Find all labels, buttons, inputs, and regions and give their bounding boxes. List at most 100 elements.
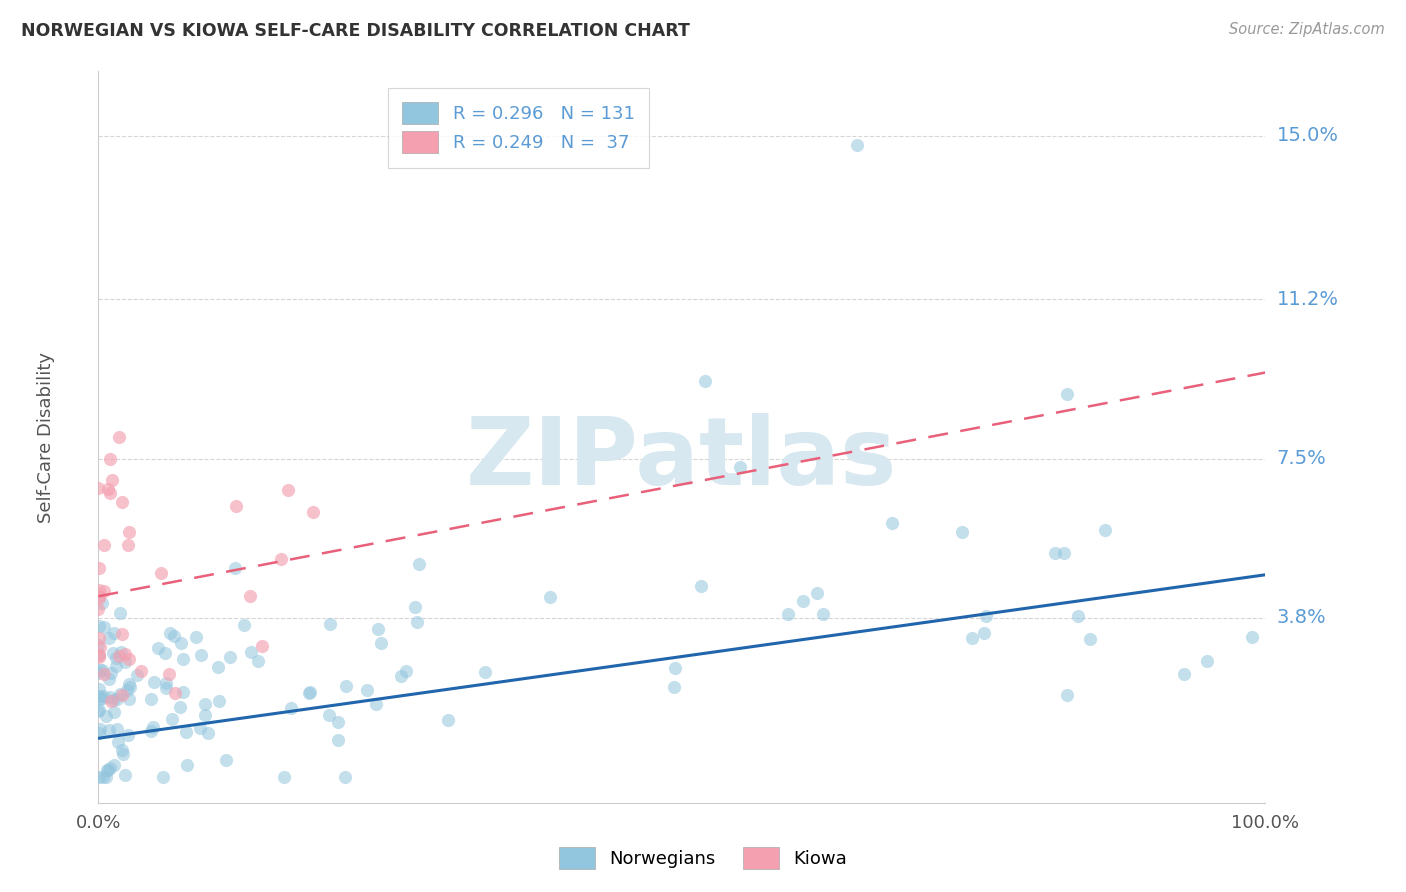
Point [91, 690, 114, 705]
Point [152, 770, 174, 784]
Point [298, 685, 321, 699]
Point [114, 768, 136, 782]
Point [87, 665, 110, 680]
Point [114, 647, 136, 661]
Point [101, 646, 124, 660]
Point [318, 707, 340, 722]
Point [87, 561, 110, 575]
Point [98, 761, 121, 775]
Point [298, 686, 321, 700]
Point [153, 646, 176, 660]
Point [176, 758, 198, 772]
Point [408, 557, 430, 571]
Point [1056, 387, 1078, 401]
Point [139, 692, 162, 706]
Point [172, 652, 194, 666]
Point [232, 617, 254, 632]
Point [89, 723, 111, 737]
Point [117, 538, 139, 552]
Point [404, 600, 426, 615]
Point [115, 683, 138, 698]
Point [1056, 688, 1078, 702]
Point [170, 636, 193, 650]
Point [225, 500, 247, 514]
Point [155, 676, 177, 690]
Point [87, 619, 110, 633]
Point [87, 631, 110, 645]
Point [87, 704, 110, 718]
Point [87, 638, 110, 652]
Point [118, 652, 141, 666]
Point [111, 494, 134, 508]
Point [224, 561, 246, 575]
Point [157, 666, 180, 681]
Point [101, 473, 124, 487]
Point [239, 589, 262, 603]
Point [188, 721, 211, 735]
Point [792, 594, 814, 608]
Point [100, 666, 122, 681]
Point [280, 701, 302, 715]
Legend: R = 0.296   N = 131, R = 0.249   N =  37: R = 0.296 N = 131, R = 0.249 N = 37 [388, 87, 650, 168]
Point [89, 589, 111, 603]
Point [1094, 524, 1116, 538]
Point [197, 725, 219, 739]
Point [367, 622, 389, 636]
Point [1240, 630, 1263, 644]
Point [120, 680, 142, 694]
Point [103, 705, 125, 719]
Point [97, 763, 120, 777]
Point [100, 690, 122, 704]
Point [162, 712, 184, 726]
Point [97, 672, 120, 686]
Point [1173, 666, 1195, 681]
Text: 15.0%: 15.0% [1277, 127, 1339, 145]
Point [252, 640, 274, 654]
Point [695, 374, 717, 388]
Point [108, 430, 131, 444]
Point [89, 726, 111, 740]
Point [155, 681, 177, 695]
Text: 7.5%: 7.5% [1277, 449, 1326, 468]
Point [89, 640, 111, 655]
Point [194, 708, 217, 723]
Point [93, 538, 115, 552]
Point [148, 641, 170, 656]
Point [184, 631, 207, 645]
Point [91, 770, 114, 784]
Point [100, 694, 122, 708]
Point [664, 661, 686, 675]
Point [974, 609, 997, 624]
Point [333, 770, 356, 784]
Point [437, 713, 460, 727]
Point [111, 688, 134, 702]
Point [356, 682, 378, 697]
Point [111, 627, 134, 641]
Point [87, 591, 110, 606]
Point [208, 693, 231, 707]
Point [107, 735, 129, 749]
Point [108, 687, 131, 701]
Point [174, 725, 197, 739]
Point [89, 703, 111, 717]
Point [142, 720, 165, 734]
Point [87, 648, 110, 663]
Point [689, 579, 711, 593]
Point [89, 689, 111, 703]
Point [94, 709, 117, 723]
Point [93, 666, 115, 681]
Text: 3.8%: 3.8% [1277, 608, 1326, 627]
Point [215, 754, 238, 768]
Point [973, 626, 995, 640]
Point [730, 460, 752, 475]
Legend: Norwegians, Kiowa: Norwegians, Kiowa [550, 838, 856, 879]
Point [159, 626, 181, 640]
Point [302, 505, 325, 519]
Point [129, 664, 152, 678]
Point [91, 596, 114, 610]
Point [538, 591, 561, 605]
Point [950, 524, 973, 539]
Point [405, 615, 427, 629]
Point [172, 685, 194, 699]
Point [150, 566, 173, 581]
